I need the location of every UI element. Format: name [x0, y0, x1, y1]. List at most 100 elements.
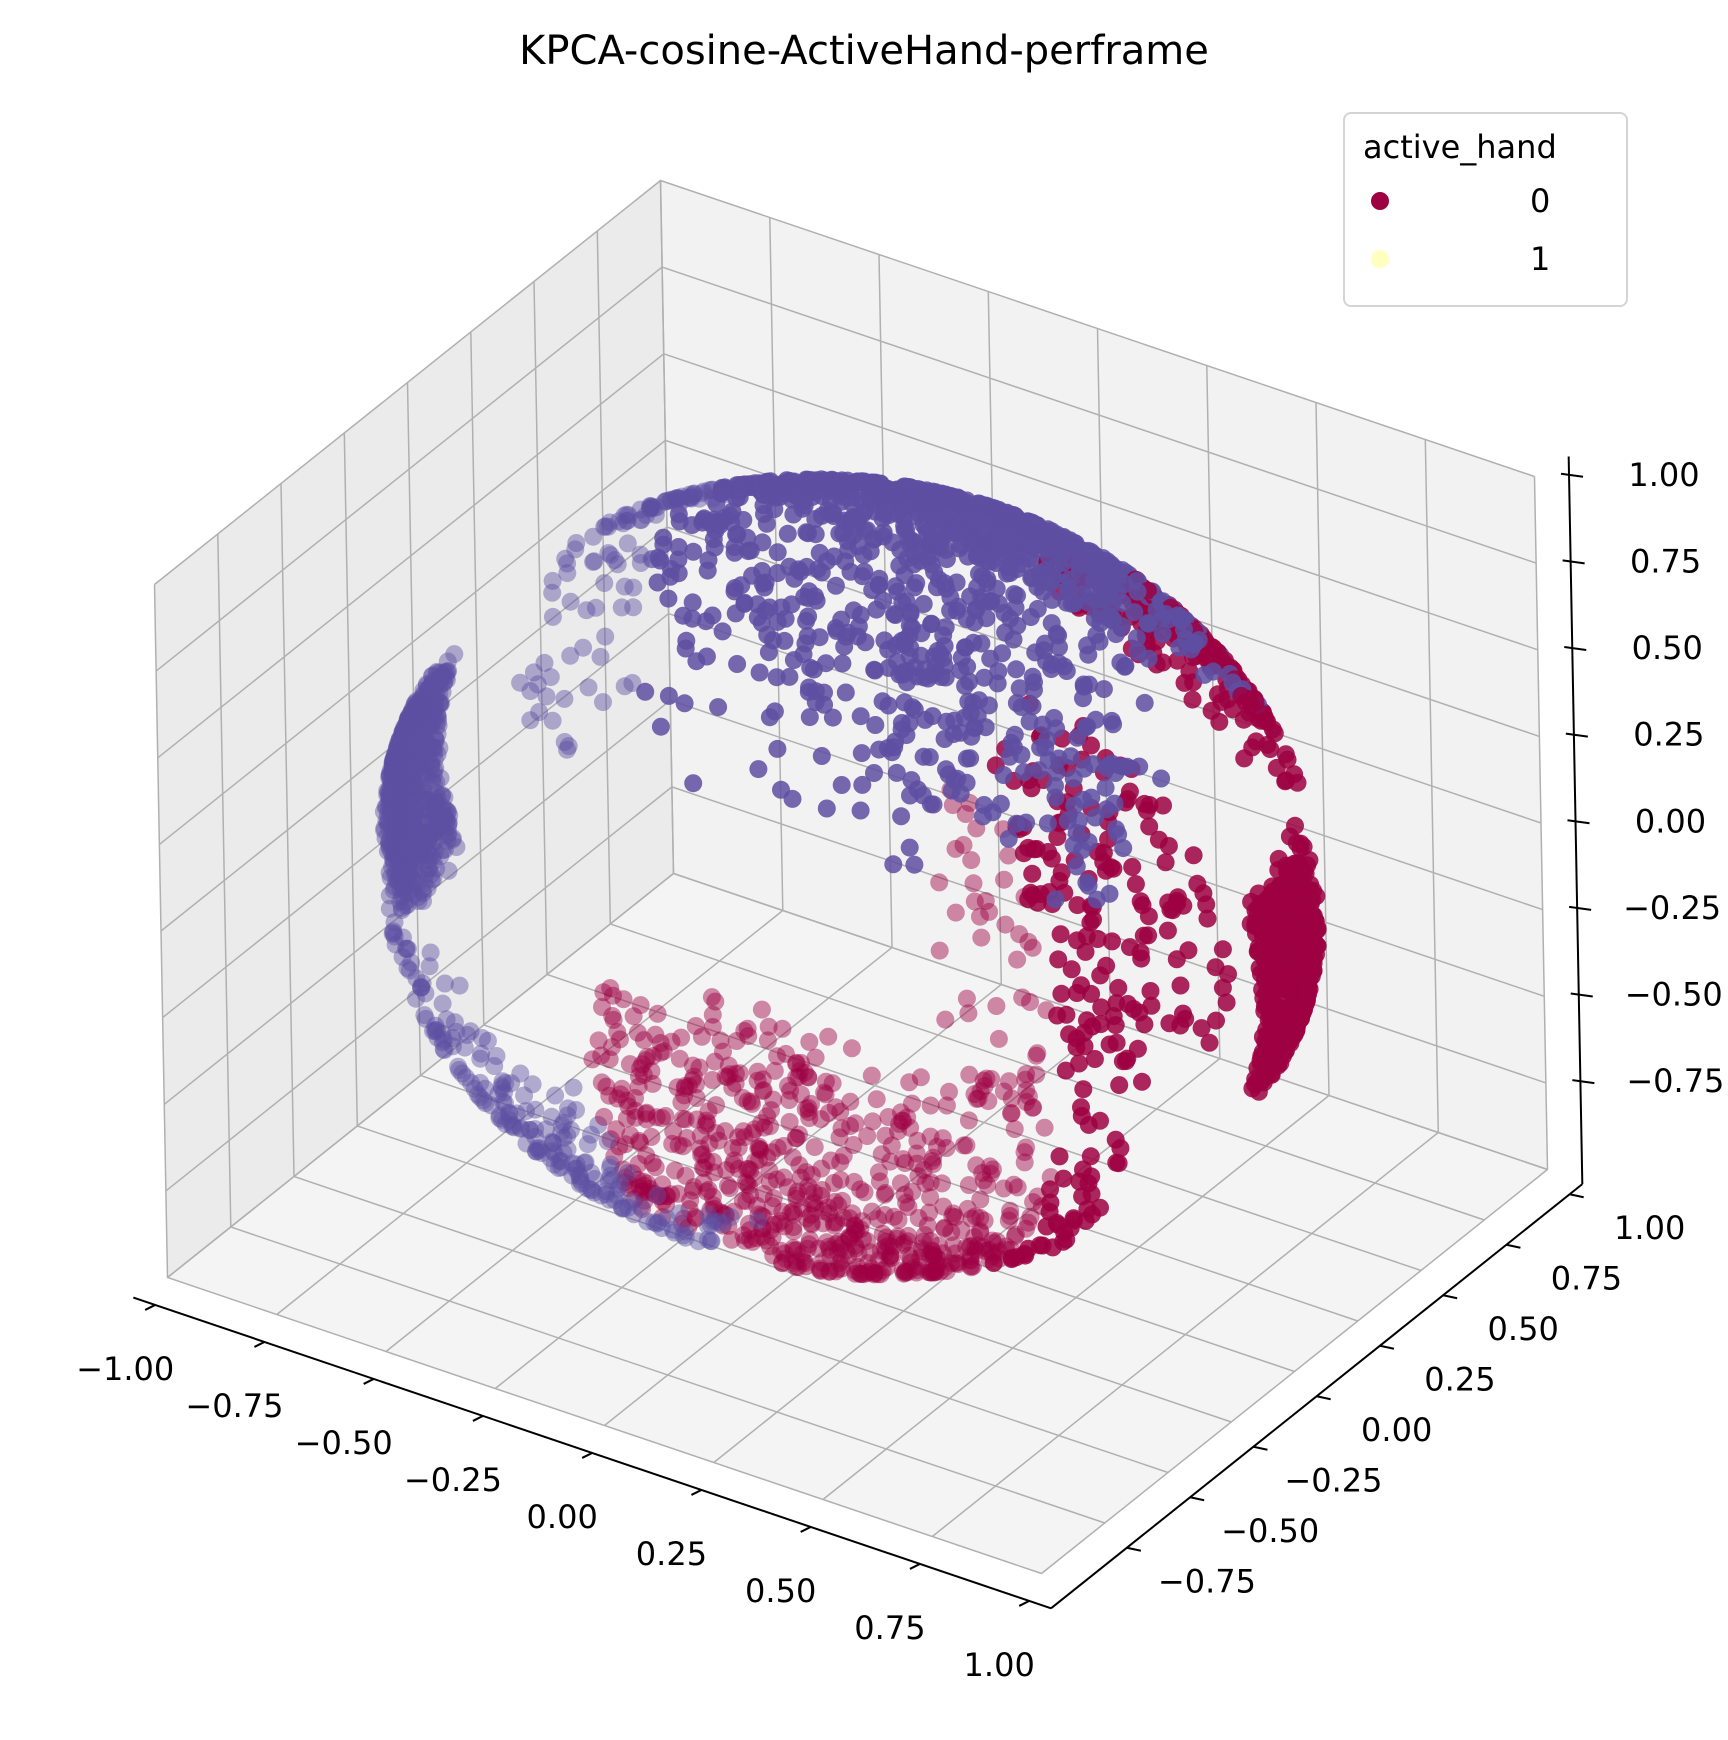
data-point-641 [400, 768, 419, 787]
data-point-1494 [631, 500, 650, 519]
data-point-1383 [895, 1234, 914, 1252]
data-point-1314 [811, 1259, 830, 1278]
data-point-954 [746, 1152, 764, 1171]
data-point-684 [409, 833, 428, 852]
data-point-560 [396, 766, 415, 785]
data-point-1291 [828, 1243, 847, 1262]
data-point-905 [417, 755, 435, 773]
data-point-248 [392, 872, 411, 891]
data-point-1066 [754, 1185, 773, 1203]
data-point-3597 [1086, 710, 1105, 729]
data-point-2079 [1082, 736, 1100, 755]
data-point-278 [387, 748, 405, 767]
data-point-1051 [762, 1143, 781, 1162]
data-point-643 [699, 1102, 718, 1121]
data-point-428 [668, 1078, 687, 1097]
data-point-3546 [1261, 740, 1280, 759]
data-point-846 [420, 824, 439, 843]
data-point-739 [419, 859, 438, 878]
data-point-1771 [669, 550, 688, 569]
data-point-779 [720, 1065, 739, 1084]
data-point-416 [512, 1118, 531, 1137]
data-point-1265 [794, 1252, 813, 1271]
data-point-1037 [752, 1000, 771, 1019]
data-point-11 [458, 1026, 477, 1044]
data-point-474 [675, 1086, 694, 1105]
data-point-594 [413, 881, 432, 900]
data-point-1423 [914, 1232, 933, 1251]
legend-label-1: 1 [1530, 240, 1551, 278]
data-point-907 [713, 1204, 731, 1223]
data-point-1354 [876, 1238, 895, 1257]
data-point-392 [630, 1178, 649, 1197]
data-point-339 [397, 875, 416, 894]
data-point-830 [701, 1200, 720, 1219]
data-point-898 [421, 686, 439, 705]
data-point-863 [413, 745, 432, 764]
data-point-2741 [935, 637, 954, 655]
data-point-363 [387, 770, 406, 789]
data-point-1107 [439, 662, 458, 680]
data-point-1319 [876, 1184, 895, 1202]
data-point-486 [676, 1077, 695, 1095]
data-point-979 [744, 1169, 763, 1188]
data-point-450 [393, 820, 412, 839]
data-point-3669 [1135, 693, 1154, 712]
data-point-1240 [834, 1146, 853, 1165]
data-point-1399 [921, 1188, 940, 1207]
data-point-1533 [965, 1228, 984, 1246]
data-point-566 [396, 772, 415, 791]
data-point-1605 [1004, 1175, 1023, 1194]
data-point-1012 [607, 1186, 626, 1205]
data-point-803 [415, 814, 434, 832]
data-point-1873 [1054, 1232, 1073, 1251]
data-point-320 [387, 812, 406, 831]
data-point-1121 [676, 1228, 695, 1247]
data-point-865 [612, 1197, 631, 1216]
data-point-81 [600, 1050, 619, 1069]
data-point-558 [396, 777, 415, 796]
data-point-1095 [561, 1121, 580, 1140]
data-point-1264 [783, 1254, 802, 1273]
data-point-236 [384, 763, 402, 782]
data-point-110 [576, 1153, 595, 1172]
data-point-1222 [775, 1244, 794, 1263]
data-point-1575 [961, 1247, 980, 1265]
data-point-937 [736, 1173, 755, 1192]
data-point-37 [515, 1086, 534, 1105]
data-point-1260 [773, 1254, 792, 1273]
data-point-843 [412, 734, 431, 753]
data-point-180 [381, 778, 399, 797]
data-point-143 [614, 990, 633, 1009]
data-point-826 [423, 666, 442, 685]
data-point-241 [386, 749, 404, 768]
data-point-1473 [924, 1247, 943, 1266]
data-point-2245 [1200, 1033, 1219, 1052]
data-point-1849 [1048, 828, 1067, 846]
data-point-1002 [755, 1118, 774, 1137]
data-point-368 [388, 763, 407, 782]
data-point-1192 [793, 1199, 812, 1218]
data-point-930 [424, 811, 443, 830]
data-point-478 [392, 773, 411, 792]
data-point-970 [422, 712, 441, 731]
data-point-677 [410, 692, 428, 711]
grid-x-5 [713, 365, 1221, 1464]
data-point-1110 [440, 806, 459, 825]
data-point-870 [418, 692, 437, 711]
data-point-51 [536, 1120, 555, 1139]
data-point-333 [652, 1109, 671, 1127]
data-point-55 [552, 1116, 571, 1135]
data-point-40 [462, 1073, 480, 1092]
data-point-796 [420, 845, 439, 864]
data-point-2077 [783, 789, 802, 808]
data-point-119 [380, 768, 399, 787]
y-tick-label-0: −0.75 [1158, 1563, 1256, 1601]
data-point-860 [414, 763, 433, 782]
y-tick-label-6: 0.75 [1551, 1260, 1622, 1298]
data-point-1562 [1000, 1072, 1018, 1091]
data-point-3253 [1054, 553, 1073, 572]
data-point-1455 [596, 517, 615, 536]
data-point-1511 [974, 1171, 993, 1190]
data-point-366 [392, 842, 411, 861]
